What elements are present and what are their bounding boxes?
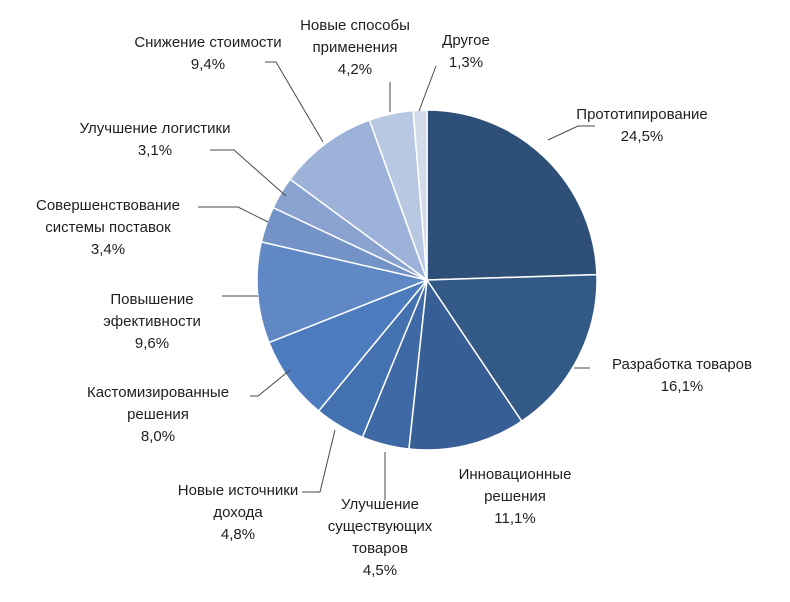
slice-label: Разработка товаров 16,1% [612,354,752,398]
slice-value: 1,3% [448,54,484,71]
slice-label: Кастомизированные решения 8,0% [78,382,238,448]
slice-value: 9,6% [134,335,170,352]
slice-name: Инновационные решения [458,466,572,505]
pie-slice [426,109,598,281]
leader-lines [198,61,595,500]
slice-name: Разработка товаров [612,356,752,373]
slice-name: Кастомизированные решения [86,384,230,423]
slice-name: Снижение стоимости [134,34,282,51]
slice-label: Улучшение существующих товаров 4,5% [305,494,455,582]
slice-label: Совершенствование системы поставок 3,4% [8,195,208,261]
pie-slice [408,277,523,451]
slice-name: Прототипирование [576,106,708,123]
slice-label: Новые способы применения 4,2% [275,15,435,81]
slice-value: 4,8% [220,526,256,543]
leader-line [250,369,291,397]
slice-label: Повышение эфективности 9,6% [72,289,232,355]
pie-slices [256,109,598,451]
slice-label: Снижение стоимости 9,4% [128,32,288,76]
leader-line [302,429,336,493]
slice-value: 4,2% [337,61,373,78]
slice-name: Улучшение логистики [79,120,231,137]
leader-line [418,65,437,112]
slice-value: 4,5% [362,562,398,579]
slice-value: 3,1% [137,142,173,159]
slice-label: Прототипирование 24,5% [576,104,707,148]
slice-value: 9,4% [190,56,226,73]
slice-value: 16,1% [660,378,704,395]
pie-slice [412,109,428,281]
slice-value: 11,1% [494,510,536,527]
slice-label: Инновационные решения 11,1% [435,464,595,530]
slice-name: Повышение эфективности [103,291,201,330]
slice-value: 24,5% [620,128,664,145]
slice-value: 3,4% [90,241,126,258]
leader-line [547,125,595,141]
leader-line [198,206,269,223]
pie-slice [425,273,598,423]
slice-name: Совершенствование системы поставок [36,197,180,236]
slice-label: Другое 1,3% [442,30,490,74]
slice-name: Новые способы применения [300,17,410,56]
leader-line [265,61,324,143]
pie-slice [256,240,430,344]
slice-label: Улучшение логистики 3,1% [75,118,235,162]
slice-name: Другое [442,32,490,49]
leader-line [210,149,287,197]
slice-value: 8,0% [140,428,176,445]
slice-label: Новые источники дохода 4,8% [158,480,318,546]
pie-slice [289,119,429,283]
slice-name: Новые источники дохода [177,482,299,521]
slice-name: Улучшение существующих товаров [327,496,433,557]
